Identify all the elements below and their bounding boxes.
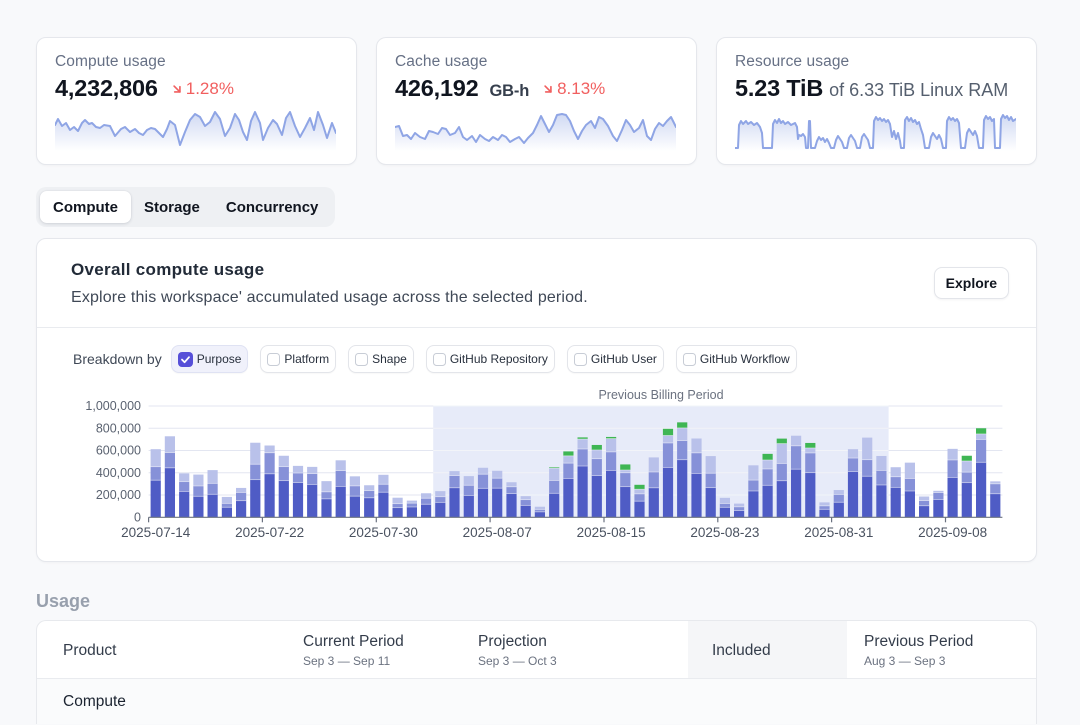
svg-text:400,000: 400,000 (96, 466, 141, 480)
svg-text:200,000: 200,000 (96, 488, 141, 502)
svg-text:2025-08-15: 2025-08-15 (577, 525, 646, 540)
svg-text:800,000: 800,000 (96, 421, 141, 435)
svg-text:2025-07-22: 2025-07-22 (235, 525, 304, 540)
svg-text:1,000,000: 1,000,000 (85, 399, 141, 413)
svg-text:2025-08-31: 2025-08-31 (804, 525, 873, 540)
svg-text:Previous Billing Period: Previous Billing Period (598, 388, 723, 402)
svg-text:2025-09-08: 2025-09-08 (918, 525, 987, 540)
svg-text:0: 0 (134, 511, 141, 525)
svg-text:2025-07-14: 2025-07-14 (121, 525, 191, 540)
svg-text:2025-08-23: 2025-08-23 (690, 525, 759, 540)
svg-text:2025-07-30: 2025-07-30 (349, 525, 418, 540)
svg-text:2025-08-07: 2025-08-07 (463, 525, 532, 540)
svg-text:600,000: 600,000 (96, 444, 141, 458)
